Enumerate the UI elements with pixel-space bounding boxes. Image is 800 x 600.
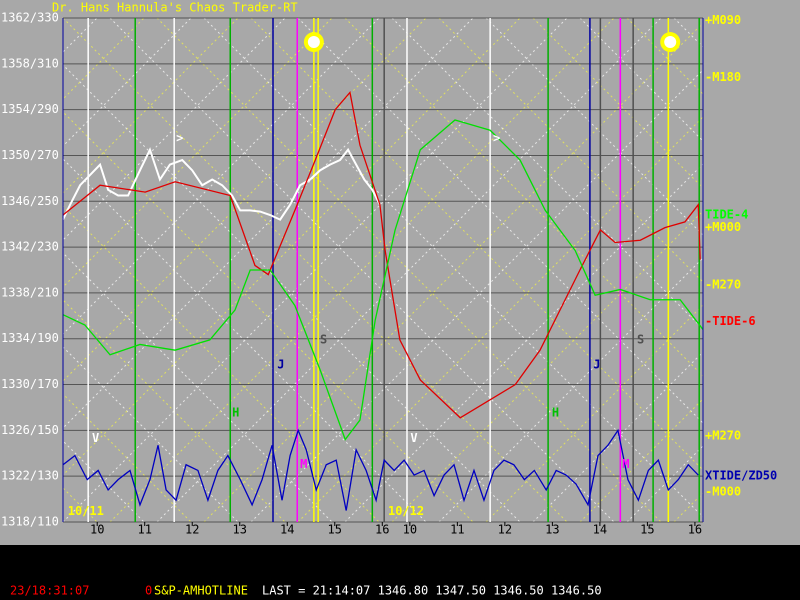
y-tick-label: 1358/310 (1, 56, 59, 70)
right-label: +M270 (705, 429, 741, 443)
y-tick-label: 1318/110 (1, 515, 59, 529)
right-label: TIDE-4 (705, 208, 748, 222)
annotation: M (622, 457, 629, 471)
right-label: XTIDE/ZD50 (705, 469, 777, 483)
chaos-line (109, 18, 615, 522)
x-tick-label: 10 (90, 523, 104, 537)
background (0, 0, 800, 545)
x-tick-label: 11 (137, 523, 151, 537)
annotation: V (410, 431, 417, 445)
chaos-line (438, 257, 703, 522)
series-line (62, 119, 704, 441)
annotation: S (320, 332, 327, 346)
x-tick-label: 13 (233, 523, 247, 537)
quote: LAST = 21:14:07 1346.80 1347.50 1346.50 … (262, 584, 602, 598)
right-label: +M000 (705, 220, 741, 234)
annotation: H (552, 406, 559, 420)
series-line (62, 428, 699, 511)
right-label: -TIDE-6 (705, 314, 756, 328)
annotation: J (593, 358, 600, 372)
chaos-line (63, 18, 380, 335)
annotation: 10/11 (68, 504, 104, 518)
right-label: +M090 (705, 13, 741, 27)
x-tick-label: 15 (328, 523, 342, 537)
sun-core (664, 36, 677, 49)
right-label: -M270 (705, 277, 741, 291)
status-bar (0, 545, 800, 600)
x-tick-label: 10 (403, 523, 417, 537)
series-line (62, 147, 381, 221)
chaos-line (63, 18, 474, 429)
x-tick-label: 15 (640, 523, 654, 537)
annotation: H (232, 406, 239, 420)
y-tick-label: 1342/230 (1, 240, 59, 254)
y-tick-label: 1338/210 (1, 285, 59, 299)
annotation: S (637, 332, 644, 346)
right-label: -M180 (705, 70, 741, 84)
y-tick-label: 1354/290 (1, 102, 59, 116)
right-label: -M000 (705, 485, 741, 499)
chaos-line (63, 18, 333, 288)
x-tick-label: 11 (450, 523, 464, 537)
annotation: V (92, 431, 99, 445)
chaos-line (297, 116, 703, 522)
chaos-line (250, 69, 703, 522)
x-tick-label: 16 (375, 523, 389, 537)
y-tick-label: 1346/250 (1, 194, 59, 208)
x-tick-label: 12 (185, 523, 199, 537)
x-tick-label: 14 (280, 523, 294, 537)
y-tick-label: 1334/190 (1, 331, 59, 345)
chaos-line (203, 22, 703, 522)
y-tick-label: 1362/330 (1, 11, 59, 25)
plot: 1362/330 1358/310 1354/290 1350/270 1346/250… (1, 11, 777, 537)
count: 0 (145, 584, 152, 598)
sun-core (307, 36, 320, 49)
y-tick-label: 1350/270 (1, 148, 59, 162)
y-tick-label: 1326/150 (1, 423, 59, 437)
symbol: S&P-AMHOTLINE (154, 584, 248, 598)
x-tick-label: 12 (498, 523, 512, 537)
x-tick-label: 16 (688, 523, 702, 537)
y-tick-label: 1322/130 (1, 469, 59, 483)
annotation: J (277, 358, 284, 372)
y-tick-label: 1330/170 (1, 377, 59, 391)
annotation: 10/12 (388, 504, 424, 518)
chaos-line (156, 18, 662, 522)
chaos-line (344, 163, 703, 522)
annotation: M (300, 457, 307, 471)
x-tick-label: 14 (593, 523, 607, 537)
chaos-line (391, 210, 703, 522)
annotation: > (493, 131, 500, 145)
clock: 23/18:31:07 (10, 584, 89, 598)
chart-title: Dr. Hans Hannula's Chaos Trader-RT (52, 1, 298, 15)
annotation: > (176, 131, 183, 145)
chaos-line (63, 18, 568, 522)
x-tick-label: 13 (545, 523, 559, 537)
series-line (62, 91, 701, 419)
